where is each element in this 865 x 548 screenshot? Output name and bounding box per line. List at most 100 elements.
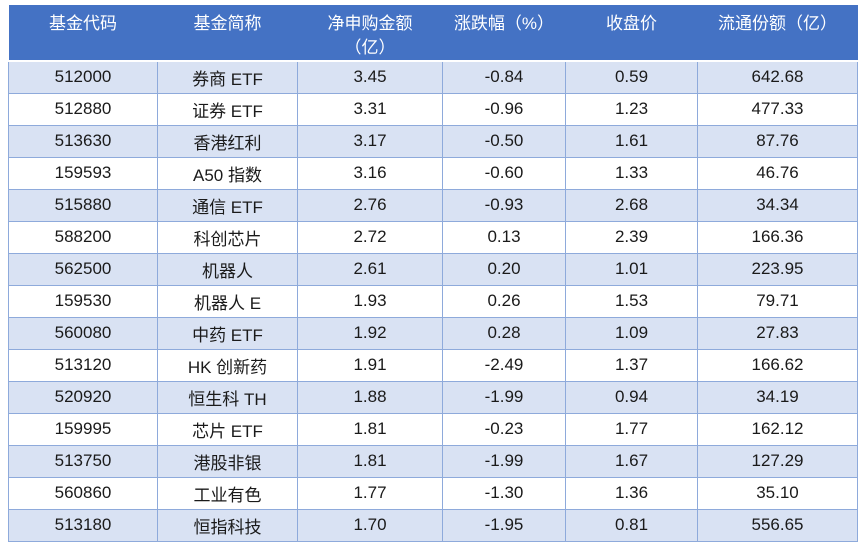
cell-net-subscription-amount: 1.92 <box>297 316 443 350</box>
table-row: 159593 A50 指数 3.16 -0.60 1.33 46.76 <box>8 156 858 190</box>
cell-fund-name: HK 创新药 <box>157 348 298 382</box>
cell-change-percent: -1.95 <box>442 508 566 542</box>
cell-net-subscription-amount: 1.88 <box>297 380 443 414</box>
fund-flow-table-container: 基金代码 基金简称 净申购金额 （亿） 涨跌幅（%） 收盘价 流通份额（亿） 5… <box>8 5 858 542</box>
cell-fund-name: 港股非银 <box>157 444 298 478</box>
cell-outstanding-shares: 35.10 <box>697 476 858 510</box>
column-header-fund-code: 基金代码 <box>8 5 158 62</box>
cell-fund-code: 560860 <box>8 476 158 510</box>
cell-fund-name: 芯片 ETF <box>157 412 298 446</box>
table-row: 562500 机器人 2.61 0.20 1.01 223.95 <box>8 252 858 286</box>
cell-change-percent: -1.99 <box>442 444 566 478</box>
cell-fund-name: 机器人 E <box>157 284 298 318</box>
cell-net-subscription-amount: 3.31 <box>297 92 443 126</box>
cell-net-subscription-amount: 3.16 <box>297 156 443 190</box>
cell-close-price: 1.36 <box>565 476 698 510</box>
cell-close-price: 1.23 <box>565 92 698 126</box>
cell-fund-code: 513750 <box>8 444 158 478</box>
cell-change-percent: 0.20 <box>442 252 566 286</box>
cell-net-subscription-amount: 2.72 <box>297 220 443 254</box>
cell-change-percent: -0.60 <box>442 156 566 190</box>
header-row: 基金代码 基金简称 净申购金额 （亿） 涨跌幅（%） 收盘价 流通份额（亿） <box>8 5 858 62</box>
table-row: 513630 香港红利 3.17 -0.50 1.61 87.76 <box>8 124 858 158</box>
cell-net-subscription-amount: 1.93 <box>297 284 443 318</box>
column-header-outstanding-shares: 流通份额（亿） <box>697 5 858 62</box>
cell-close-price: 0.81 <box>565 508 698 542</box>
cell-close-price: 1.01 <box>565 252 698 286</box>
cell-outstanding-shares: 46.76 <box>697 156 858 190</box>
table-row: 159530 机器人 E 1.93 0.26 1.53 79.71 <box>8 284 858 318</box>
column-header-net-subscription-line2: （亿） <box>344 38 396 57</box>
cell-fund-code: 588200 <box>8 220 158 254</box>
table-row: 560080 中药 ETF 1.92 0.28 1.09 27.83 <box>8 316 858 350</box>
column-header-close-price: 收盘价 <box>565 5 698 62</box>
cell-change-percent: -2.49 <box>442 348 566 382</box>
table-body: 512000 券商 ETF 3.45 -0.84 0.59 642.68 512880 证券 … <box>8 60 858 542</box>
cell-close-price: 1.37 <box>565 348 698 382</box>
cell-fund-code: 562500 <box>8 252 158 286</box>
cell-net-subscription-amount: 1.81 <box>297 444 443 478</box>
cell-fund-name: A50 指数 <box>157 156 298 190</box>
cell-fund-code: 513180 <box>8 508 158 542</box>
cell-outstanding-shares: 556.65 <box>697 508 858 542</box>
cell-change-percent: -0.96 <box>442 92 566 126</box>
cell-net-subscription-amount: 1.77 <box>297 476 443 510</box>
cell-outstanding-shares: 87.76 <box>697 124 858 158</box>
cell-fund-name: 香港红利 <box>157 124 298 158</box>
cell-outstanding-shares: 642.68 <box>697 60 858 94</box>
table-row: 560860 工业有色 1.77 -1.30 1.36 35.10 <box>8 476 858 510</box>
table-row: 513120 HK 创新药 1.91 -2.49 1.37 166.62 <box>8 348 858 382</box>
cell-fund-code: 513630 <box>8 124 158 158</box>
cell-outstanding-shares: 27.83 <box>697 316 858 350</box>
cell-net-subscription-amount: 3.17 <box>297 124 443 158</box>
cell-change-percent: 0.28 <box>442 316 566 350</box>
cell-close-price: 1.77 <box>565 412 698 446</box>
cell-close-price: 1.09 <box>565 316 698 350</box>
table-row: 520920 恒生科 TH 1.88 -1.99 0.94 34.19 <box>8 380 858 414</box>
column-header-change-percent: 涨跌幅（%） <box>442 5 566 62</box>
table-row: 513180 恒指科技 1.70 -1.95 0.81 556.65 <box>8 508 858 542</box>
cell-net-subscription-amount: 1.81 <box>297 412 443 446</box>
cell-fund-code: 513120 <box>8 348 158 382</box>
table-row: 588200 科创芯片 2.72 0.13 2.39 166.36 <box>8 220 858 254</box>
cell-outstanding-shares: 34.19 <box>697 380 858 414</box>
cell-outstanding-shares: 477.33 <box>697 92 858 126</box>
cell-fund-code: 520920 <box>8 380 158 414</box>
cell-change-percent: -0.84 <box>442 60 566 94</box>
column-header-net-subscription: 净申购金额 （亿） <box>297 5 443 62</box>
cell-change-percent: -0.93 <box>442 188 566 222</box>
table-row: 513750 港股非银 1.81 -1.99 1.67 127.29 <box>8 444 858 478</box>
cell-fund-name: 证券 ETF <box>157 92 298 126</box>
cell-change-percent: 0.26 <box>442 284 566 318</box>
cell-change-percent: -0.50 <box>442 124 566 158</box>
cell-close-price: 0.94 <box>565 380 698 414</box>
table-row: 515880 通信 ETF 2.76 -0.93 2.68 34.34 <box>8 188 858 222</box>
cell-fund-name: 券商 ETF <box>157 60 298 94</box>
cell-close-price: 1.61 <box>565 124 698 158</box>
cell-fund-name: 科创芯片 <box>157 220 298 254</box>
cell-fund-code: 512880 <box>8 92 158 126</box>
cell-close-price: 1.53 <box>565 284 698 318</box>
cell-outstanding-shares: 127.29 <box>697 444 858 478</box>
cell-net-subscription-amount: 2.61 <box>297 252 443 286</box>
cell-close-price: 1.33 <box>565 156 698 190</box>
cell-fund-code: 159995 <box>8 412 158 446</box>
cell-outstanding-shares: 223.95 <box>697 252 858 286</box>
cell-close-price: 2.68 <box>565 188 698 222</box>
cell-net-subscription-amount: 2.76 <box>297 188 443 222</box>
cell-fund-name: 通信 ETF <box>157 188 298 222</box>
table-row: 512880 证券 ETF 3.31 -0.96 1.23 477.33 <box>8 92 858 126</box>
cell-fund-code: 159530 <box>8 284 158 318</box>
column-header-net-subscription-line1: 净申购金额 <box>327 14 413 33</box>
cell-outstanding-shares: 34.34 <box>697 188 858 222</box>
cell-fund-name: 机器人 <box>157 252 298 286</box>
cell-fund-code: 159593 <box>8 156 158 190</box>
cell-net-subscription-amount: 1.70 <box>297 508 443 542</box>
cell-close-price: 2.39 <box>565 220 698 254</box>
cell-net-subscription-amount: 1.91 <box>297 348 443 382</box>
cell-fund-code: 560080 <box>8 316 158 350</box>
cell-fund-name: 恒生科 TH <box>157 380 298 414</box>
cell-close-price: 1.67 <box>565 444 698 478</box>
fund-flow-table: 基金代码 基金简称 净申购金额 （亿） 涨跌幅（%） 收盘价 流通份额（亿） 5… <box>8 5 858 542</box>
cell-fund-name: 恒指科技 <box>157 508 298 542</box>
